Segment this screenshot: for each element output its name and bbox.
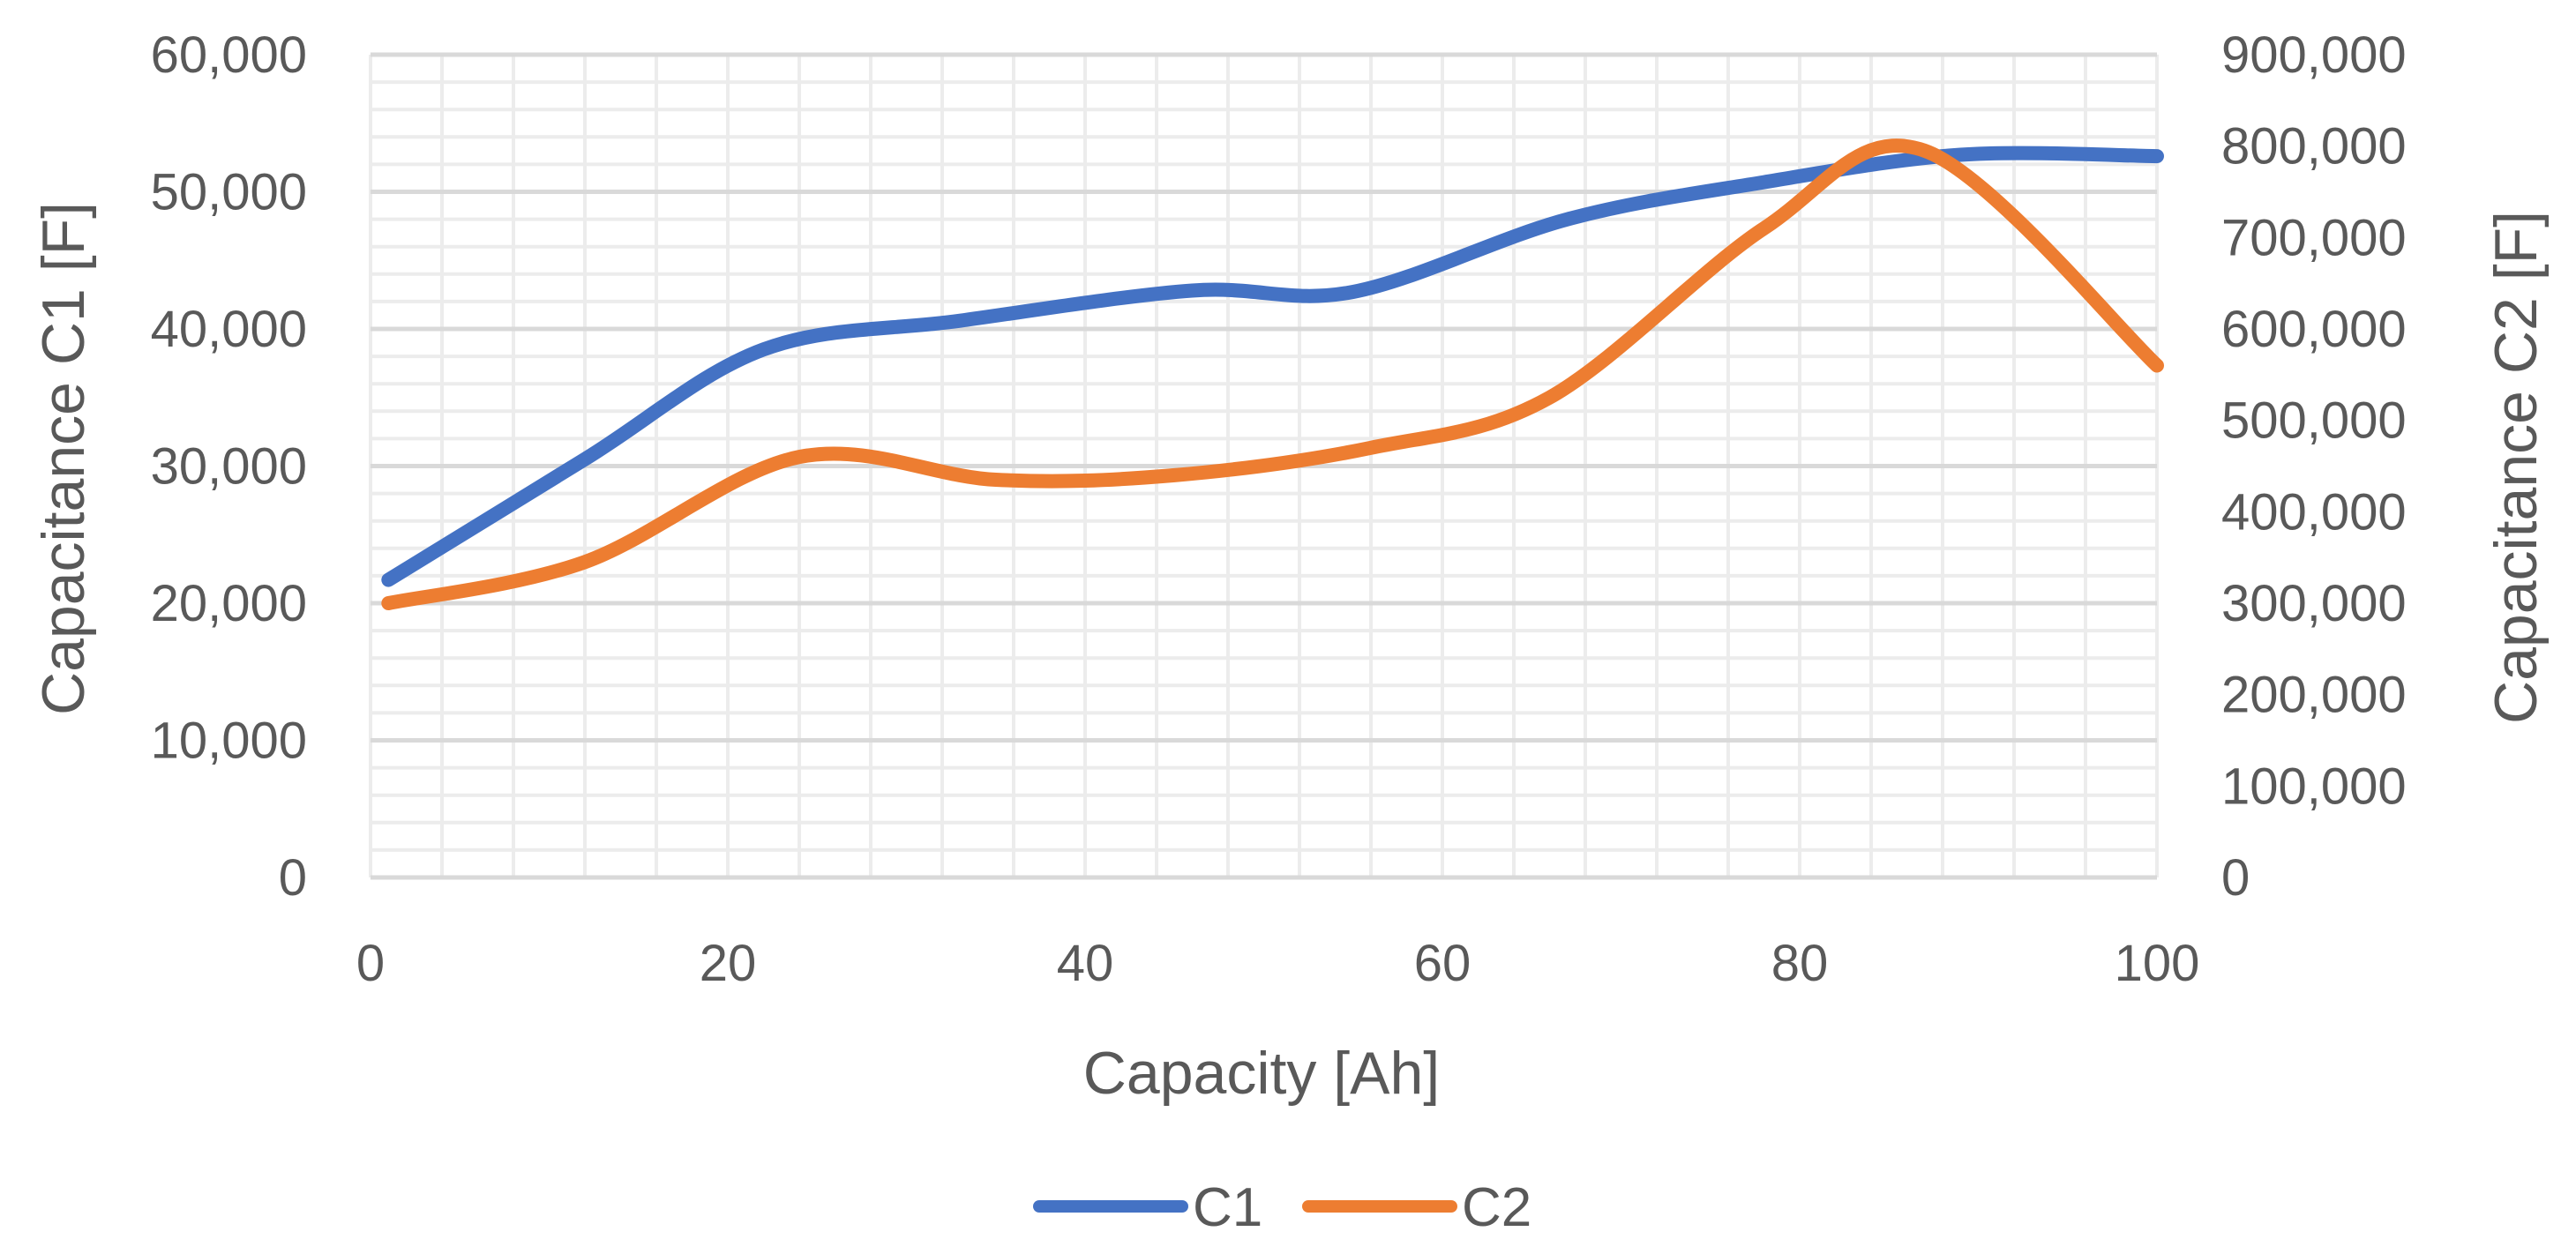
x-tick-label: 100 — [2115, 935, 2200, 992]
right-y-axis-title: Capacitance C2 [F] — [2482, 211, 2550, 724]
y-tick-label: 40,000 — [151, 301, 307, 358]
left-y-axis-ticks: 0 10,000 20,000 30,000 40,000 50,000 60,000 — [151, 26, 307, 907]
x-axis-ticks: 0 20 40 60 80 100 — [356, 935, 2200, 992]
x-tick-label: 60 — [1414, 935, 1471, 992]
series-layer — [381, 138, 2164, 610]
y2-tick-label: 400,000 — [2221, 483, 2407, 541]
y-tick-label: 20,000 — [151, 575, 307, 632]
y2-tick-label: 500,000 — [2221, 392, 2407, 450]
y2-tick-label: 800,000 — [2221, 118, 2407, 175]
series-line-c1 — [381, 146, 2164, 587]
y2-tick-label: 0 — [2221, 849, 2250, 907]
y-tick-label: 30,000 — [151, 438, 307, 496]
series-line-c2 — [381, 138, 2164, 610]
x-tick-label: 20 — [700, 935, 757, 992]
legend-label-c1: C1 — [1193, 1177, 1262, 1238]
y2-tick-label: 700,000 — [2221, 209, 2407, 266]
left-y-axis-title: Capacitance C1 [F] — [30, 202, 97, 715]
y-tick-label: 10,000 — [151, 713, 307, 770]
y-tick-label: 50,000 — [151, 164, 307, 221]
right-y-axis-ticks: 0 100,000 200,000 300,000 400,000 500,000 600,… — [2221, 26, 2407, 907]
y2-tick-label: 600,000 — [2221, 301, 2407, 358]
x-tick-label: 40 — [1057, 935, 1114, 992]
x-tick-label: 80 — [1771, 935, 1829, 992]
x-tick-label: 0 — [356, 935, 385, 992]
legend: C1 C2 — [1033, 1177, 1531, 1238]
y2-tick-label: 300,000 — [2221, 575, 2407, 632]
legend-label-c2: C2 — [1462, 1177, 1531, 1238]
y-tick-label: 0 — [279, 849, 307, 907]
y2-tick-label: 100,000 — [2221, 758, 2407, 815]
y2-tick-label: 900,000 — [2221, 26, 2407, 84]
x-axis-title: Capacity [Ah] — [1083, 1040, 1440, 1107]
y2-tick-label: 200,000 — [2221, 667, 2407, 724]
y-tick-label: 60,000 — [151, 26, 307, 84]
